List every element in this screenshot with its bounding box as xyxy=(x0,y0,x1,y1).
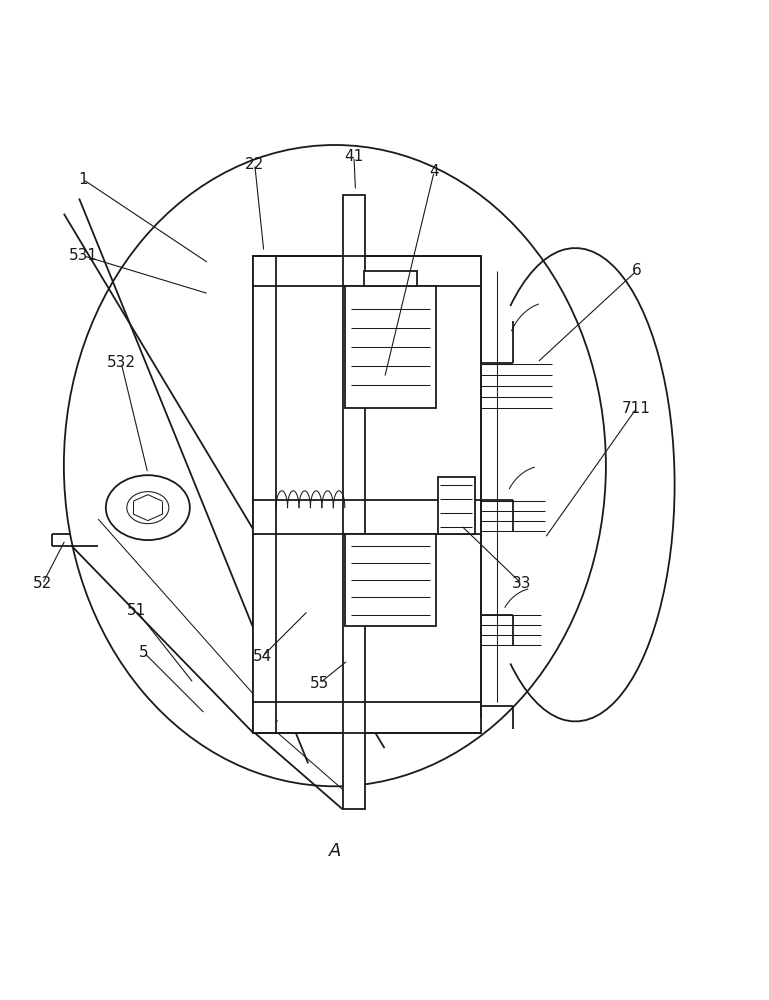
Bar xyxy=(253,256,276,733)
Ellipse shape xyxy=(106,475,190,540)
Bar xyxy=(253,256,481,733)
Text: 52: 52 xyxy=(33,576,52,591)
Bar xyxy=(345,534,437,626)
Text: 532: 532 xyxy=(107,355,135,370)
Text: 711: 711 xyxy=(622,401,651,416)
Text: 6: 6 xyxy=(631,263,641,278)
Text: 1: 1 xyxy=(78,172,88,187)
Text: 531: 531 xyxy=(68,248,98,263)
Bar xyxy=(364,271,418,286)
Text: 51: 51 xyxy=(127,603,146,618)
Text: 54: 54 xyxy=(253,649,272,664)
Ellipse shape xyxy=(64,145,606,786)
Text: A: A xyxy=(328,842,341,860)
Text: 22: 22 xyxy=(245,157,265,172)
Bar xyxy=(438,477,474,534)
Bar xyxy=(342,195,365,809)
Text: 4: 4 xyxy=(429,164,439,179)
Text: 41: 41 xyxy=(345,149,364,164)
Ellipse shape xyxy=(127,492,169,524)
Text: 33: 33 xyxy=(512,576,531,591)
Text: 55: 55 xyxy=(310,676,329,691)
Bar xyxy=(345,286,437,408)
Text: 5: 5 xyxy=(139,645,149,660)
